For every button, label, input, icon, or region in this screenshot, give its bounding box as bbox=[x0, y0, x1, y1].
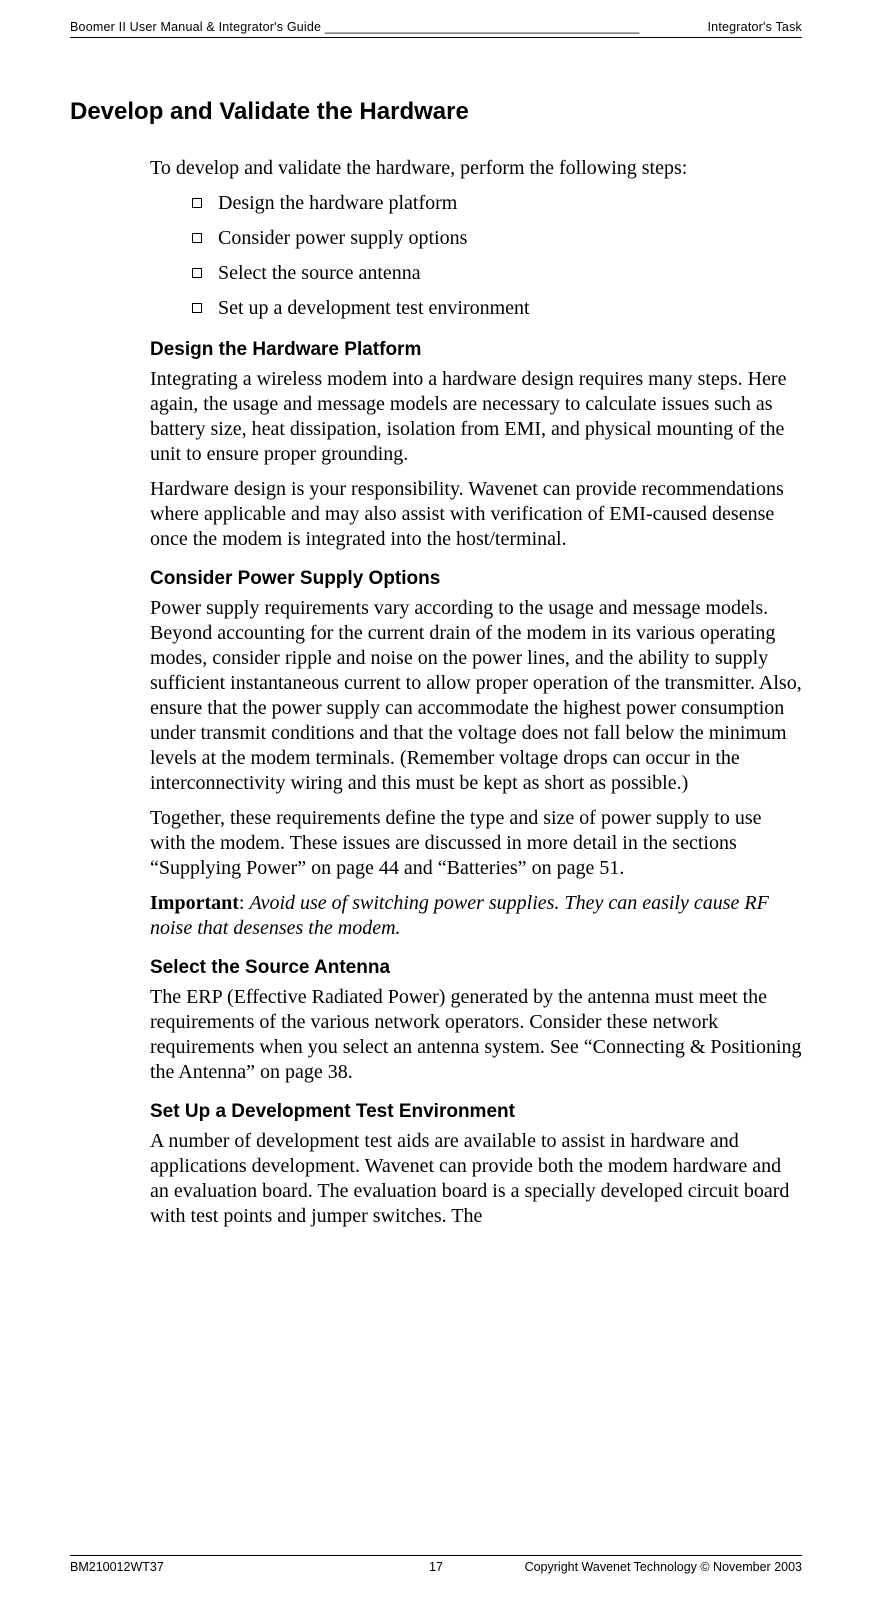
section-heading-power: Consider Power Supply Options bbox=[150, 568, 802, 590]
body-paragraph: The ERP (Effective Radiated Power) gener… bbox=[150, 985, 802, 1085]
list-item: Select the source antenna bbox=[192, 261, 802, 286]
page-header: Boomer II User Manual & Integrator's Gui… bbox=[70, 0, 802, 38]
content-area: To develop and validate the hardware, pe… bbox=[150, 156, 802, 1229]
footer-right-text: Copyright Wavenet Technology © November … bbox=[525, 1560, 802, 1574]
list-item: Set up a development test environment bbox=[192, 296, 802, 321]
body-paragraph: Power supply requirements vary according… bbox=[150, 596, 802, 796]
footer-left-text: BM210012WT37 bbox=[70, 1560, 164, 1574]
footer-page-number: 17 bbox=[429, 1560, 443, 1574]
steps-list: Design the hardware platform Consider po… bbox=[150, 191, 802, 321]
header-right-text: Integrator's Task bbox=[708, 20, 803, 34]
important-separator: : bbox=[239, 892, 250, 914]
page-footer: BM210012WT37 17 Copyright Wavenet Techno… bbox=[70, 1555, 802, 1574]
page-title: Develop and Validate the Hardware bbox=[70, 98, 802, 126]
important-note: Important: Avoid use of switching power … bbox=[150, 891, 802, 941]
section-heading-design: Design the Hardware Platform bbox=[150, 339, 802, 361]
page-body: Develop and Validate the Hardware To dev… bbox=[70, 98, 802, 1229]
header-left-text: Boomer II User Manual & Integrator's Gui… bbox=[70, 20, 640, 34]
intro-paragraph: To develop and validate the hardware, pe… bbox=[150, 156, 802, 181]
body-paragraph: Together, these requirements define the … bbox=[150, 806, 802, 881]
list-item: Design the hardware platform bbox=[192, 191, 802, 216]
section-heading-antenna: Select the Source Antenna bbox=[150, 957, 802, 979]
list-item: Consider power supply options bbox=[192, 226, 802, 251]
section-heading-testenv: Set Up a Development Test Environment bbox=[150, 1101, 802, 1123]
body-paragraph: A number of development test aids are av… bbox=[150, 1129, 802, 1229]
important-label: Important bbox=[150, 892, 239, 914]
body-paragraph: Integrating a wireless modem into a hard… bbox=[150, 367, 802, 467]
body-paragraph: Hardware design is your responsibility. … bbox=[150, 477, 802, 552]
